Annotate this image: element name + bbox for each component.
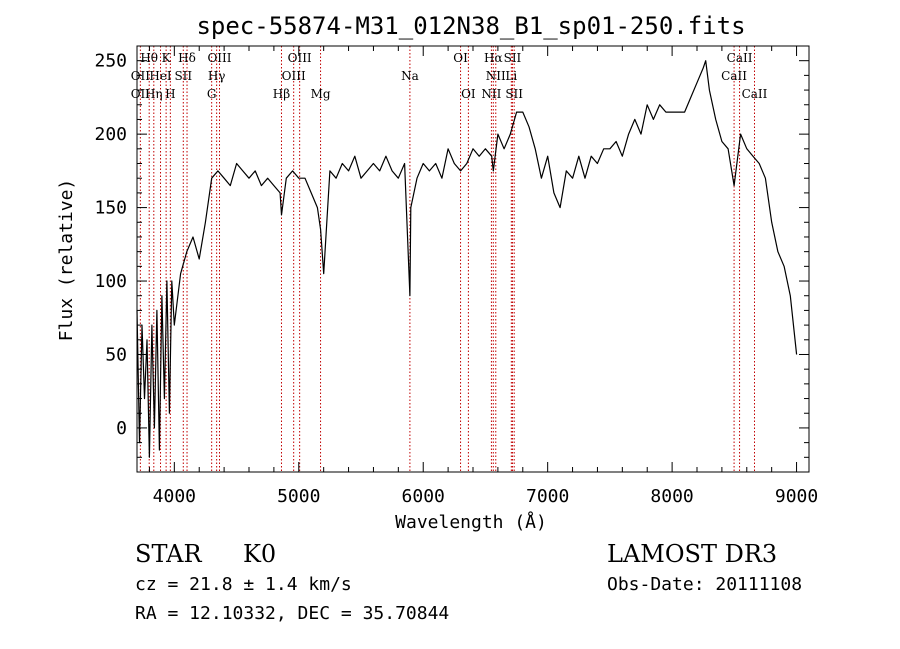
line-label: OI (461, 87, 476, 101)
line-label: OIII (207, 51, 231, 65)
line-label: Hα (484, 51, 503, 65)
emission-line-markers (139, 46, 755, 472)
y-tick-label: 250 (94, 51, 127, 72)
observation-date: Obs-Date: 20111108 (607, 574, 803, 595)
chart-title: spec-55874-M31_012N38_B1_sp01-250.fits (196, 12, 745, 40)
line-label: OII (131, 87, 151, 101)
redshift-readout: cz = 21.8 ± 1.4 km/s (135, 574, 352, 595)
line-label: OIII (288, 51, 312, 65)
spectrum-series (136, 60, 798, 458)
plot-frame (136, 45, 810, 473)
line-label: SII (504, 51, 522, 65)
x-tick-label: 4000 (153, 486, 196, 507)
object-class: STAR (135, 540, 202, 568)
line-label: CaII (721, 69, 747, 83)
x-tick-label: 5000 (277, 486, 320, 507)
line-label: SII (174, 69, 192, 83)
line-label: Hβ (273, 87, 290, 101)
line-label: CaII (742, 87, 768, 101)
line-label: H (165, 87, 175, 101)
line-label: Hη (145, 87, 163, 101)
spectrum-line (136, 60, 798, 458)
y-axis: 0 50 100 150 200 250 (94, 51, 809, 458)
line-label: CaII (727, 51, 753, 65)
x-tick-label: 7000 (526, 486, 569, 507)
line-label: K (162, 51, 172, 65)
y-tick-label: 200 (94, 124, 127, 145)
x-axis-label: Wavelength (Å) (395, 511, 547, 533)
x-tick-label: 9000 (775, 486, 818, 507)
line-label: Na (401, 69, 419, 83)
x-tick-label: 6000 (402, 486, 445, 507)
survey-name: LAMOST DR3 (607, 540, 778, 568)
x-tick-label: 8000 (650, 486, 693, 507)
y-axis-label: Flux (relative) (56, 179, 77, 342)
y-tick-label: 0 (116, 418, 127, 439)
line-label: G (207, 87, 217, 101)
line-label: HeI (149, 69, 172, 83)
object-subclass: K0 (243, 540, 277, 568)
line-label: OIII (282, 69, 306, 83)
line-label: Hδ (178, 51, 196, 65)
line-label: NII (486, 69, 506, 83)
line-label: Mg (311, 87, 331, 101)
coordinates: RA = 12.10332, DEC = 35.70844 (135, 603, 450, 624)
line-label: OI (453, 51, 468, 65)
line-label: Hθ (140, 51, 158, 65)
y-tick-label: 50 (105, 344, 127, 365)
line-label: NII (481, 87, 501, 101)
line-label: OII (131, 69, 151, 83)
line-label: Li (505, 69, 517, 83)
y-tick-label: 100 (94, 271, 127, 292)
line-label: SII (505, 87, 523, 101)
x-axis: 4000 5000 6000 7000 8000 9000 (148, 46, 818, 507)
line-label: Hγ (208, 69, 226, 83)
y-tick-label: 150 (94, 198, 127, 219)
